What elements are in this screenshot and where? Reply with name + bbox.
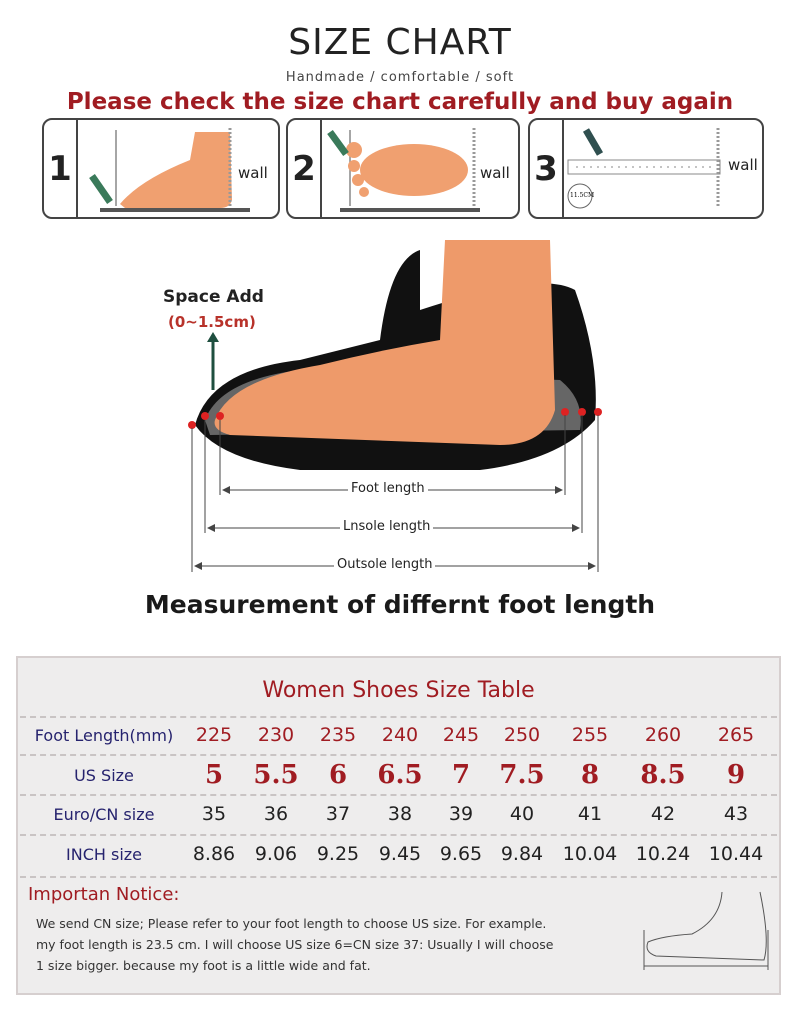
table-cell: 40 <box>509 803 535 825</box>
row-label: Foot Length(mm) <box>34 726 174 745</box>
table-cell: 8.5 <box>640 760 686 790</box>
table-cell: 260 <box>644 724 682 746</box>
table-cell: 7 <box>451 760 471 790</box>
step-3-panel: 3 11.5CM wall <box>528 118 764 219</box>
notice-title: Importan Notice: <box>28 884 180 905</box>
table-cell: 43 <box>723 803 749 825</box>
table-cell: 10.44 <box>708 843 764 865</box>
row-label: INCH size <box>66 845 142 864</box>
size-badge: 11.5CM <box>570 192 595 199</box>
table-cell: 9.45 <box>378 843 422 865</box>
table-cell: 9.25 <box>316 843 360 865</box>
table-cell: 42 <box>650 803 676 825</box>
space-add-value: (0~1.5cm) <box>168 313 256 331</box>
table-cell: 255 <box>571 724 609 746</box>
step-number: 2 <box>288 120 322 217</box>
page-title: SIZE CHART <box>288 22 512 63</box>
table-cell: 41 <box>577 803 603 825</box>
space-add-label: Space Add <box>163 287 264 307</box>
table-cell: 6 <box>328 760 348 790</box>
table-cell: 38 <box>387 803 413 825</box>
row-label: US Size <box>74 766 134 785</box>
table-cell: 240 <box>381 724 419 746</box>
foot-top-illustration <box>327 128 480 212</box>
table-cell: 35 <box>201 803 227 825</box>
table-cell: 9.06 <box>254 843 298 865</box>
step-2-panel: 2 wall <box>286 118 520 219</box>
table-cell: 5.5 <box>253 760 299 790</box>
notice-line: 1 size bigger. because my foot is a litt… <box>36 958 371 973</box>
table-title: Women Shoes Size Table <box>262 678 535 703</box>
wall-label: wall <box>238 164 268 182</box>
table-cell: 10.04 <box>562 843 618 865</box>
table-cell: 6.5 <box>377 760 423 790</box>
row-label: Euro/CN size <box>53 805 155 824</box>
table-cell: 9.65 <box>439 843 483 865</box>
insole-length-label: Lnsole length <box>340 519 434 534</box>
wall-label: wall <box>728 156 758 174</box>
table-cell: 8 <box>580 760 600 790</box>
step-number: 1 <box>44 120 78 217</box>
table-cell: 36 <box>263 803 289 825</box>
headline: Please check the size chart carefully an… <box>66 89 734 115</box>
wall-label: wall <box>480 164 510 182</box>
table-cell: 245 <box>442 724 480 746</box>
table-cell: 9.84 <box>500 843 544 865</box>
table-cell: 8.86 <box>192 843 236 865</box>
step-number: 3 <box>530 120 564 217</box>
ruler-illustration <box>567 128 721 209</box>
table-cell: 39 <box>448 803 474 825</box>
table-cell: 250 <box>503 724 541 746</box>
notice-line: my foot length is 23.5 cm. I will choose… <box>36 937 554 952</box>
foot-side-illustration <box>89 128 250 212</box>
foot-sketch-icon <box>643 891 769 970</box>
table-cell: 9 <box>726 760 746 790</box>
size-table: Women Shoes Size Table Foot Length(mm) 22… <box>16 656 781 995</box>
subtitle: Handmade / comfortable / soft <box>285 70 515 85</box>
table-cell: 265 <box>717 724 755 746</box>
outsole-length-label: Outsole length <box>334 557 436 572</box>
table-cell: 10.24 <box>635 843 691 865</box>
step-1-panel: 1 wall <box>42 118 280 219</box>
table-cell: 230 <box>257 724 295 746</box>
table-cell: 235 <box>319 724 357 746</box>
table-cell: 37 <box>325 803 351 825</box>
table-cell: 225 <box>195 724 233 746</box>
diagram-caption: Measurement of differnt foot length <box>144 590 656 619</box>
table-cell: 7.5 <box>499 760 545 790</box>
foot-measurement-illustration <box>188 240 602 572</box>
table-cell: 5 <box>204 760 224 790</box>
notice-line: We send CN size; Please refer to your fo… <box>36 916 547 931</box>
foot-length-label: Foot length <box>348 481 428 496</box>
